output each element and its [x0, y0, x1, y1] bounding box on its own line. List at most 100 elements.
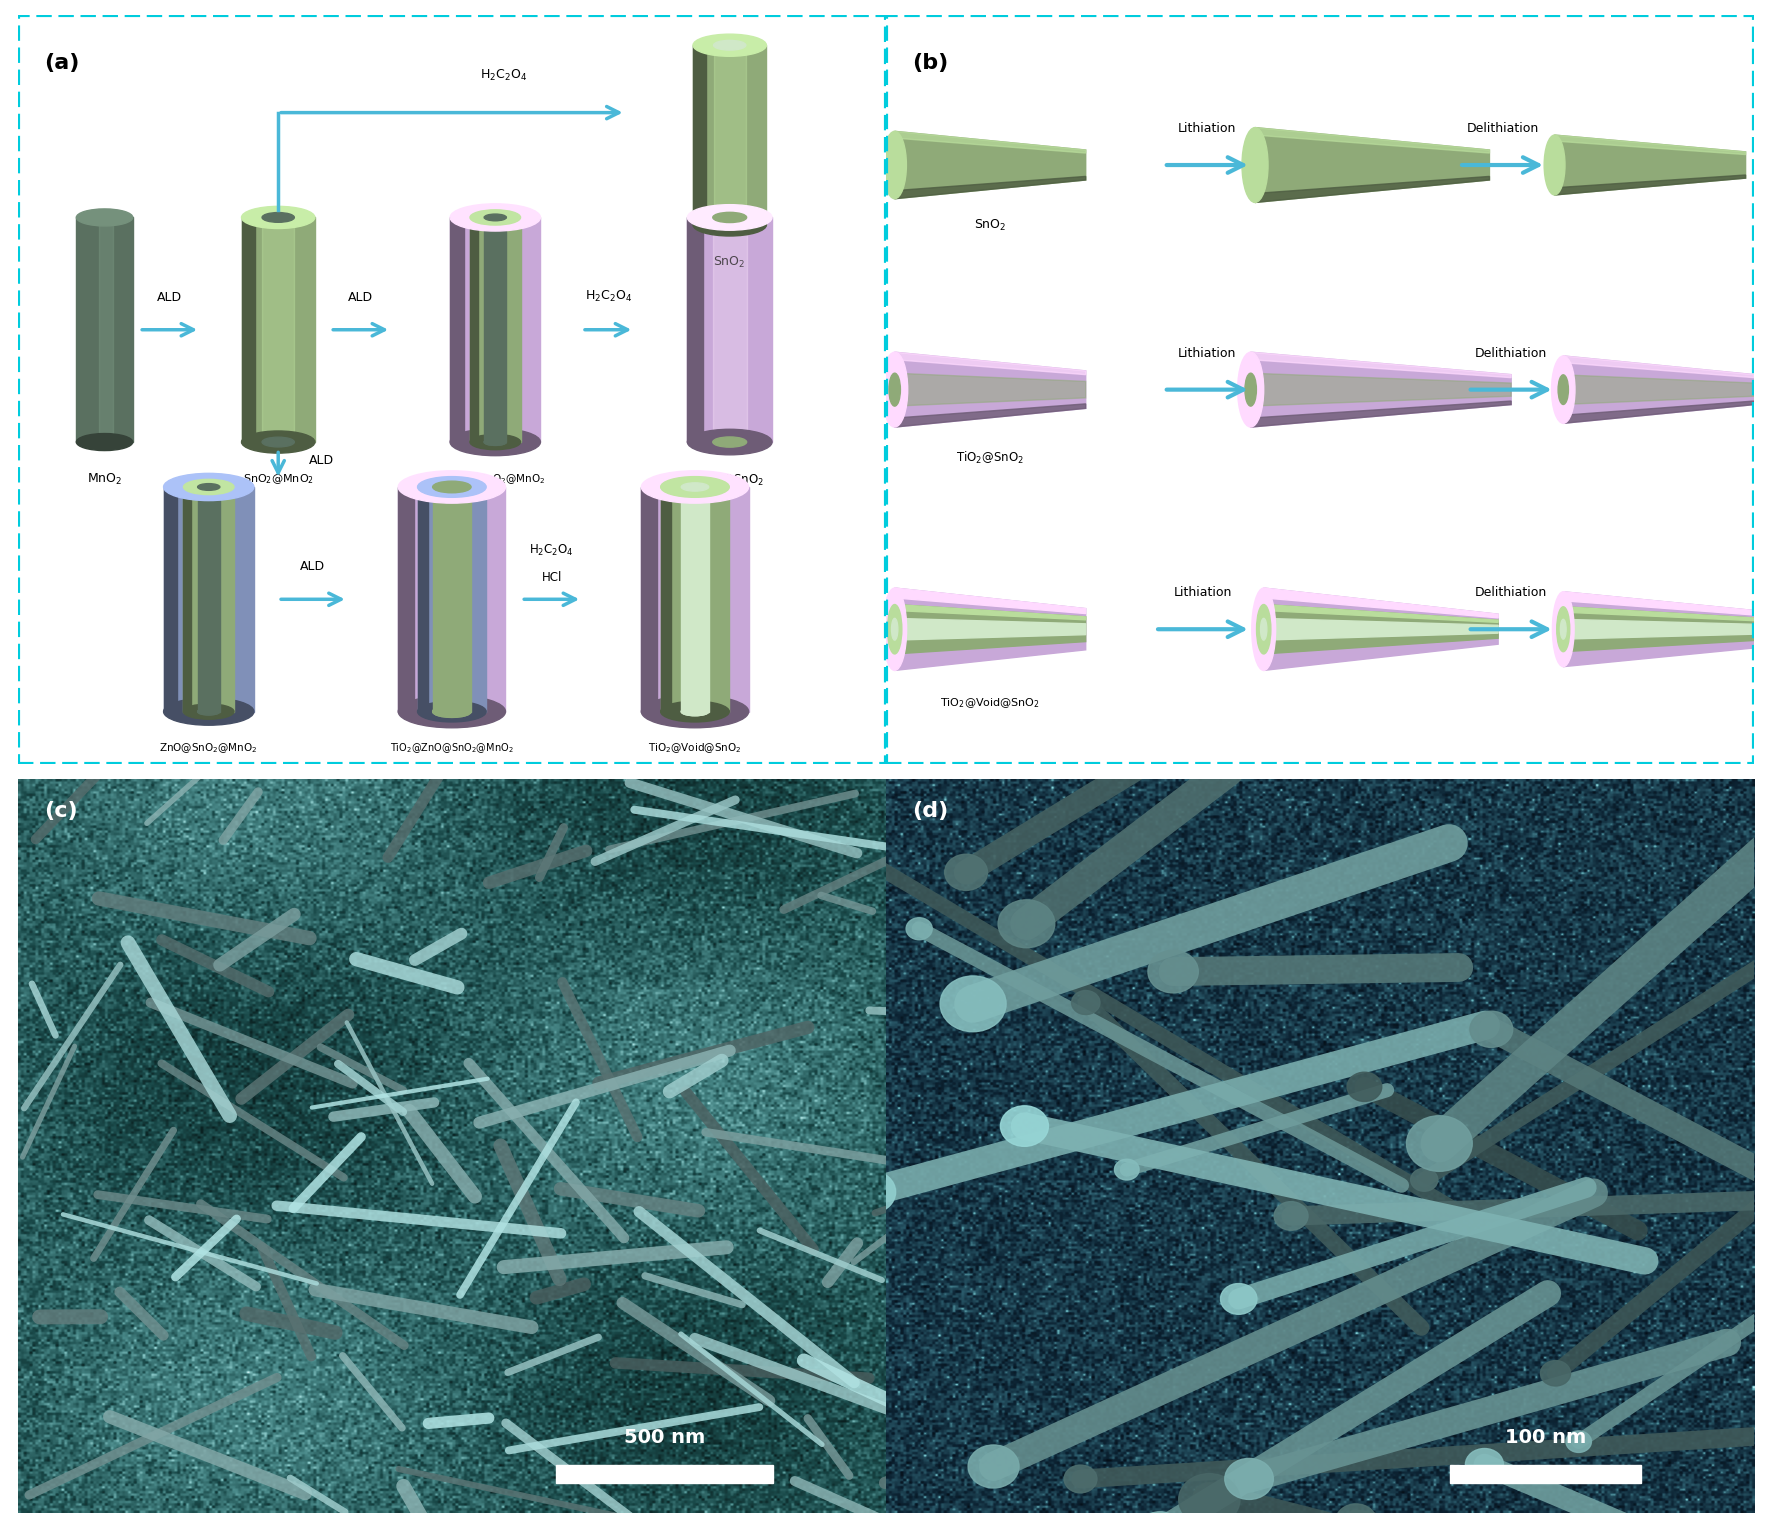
Polygon shape — [1263, 588, 1497, 617]
Bar — [418, 487, 486, 712]
Ellipse shape — [484, 214, 507, 220]
Circle shape — [852, 848, 879, 871]
Bar — [184, 487, 191, 712]
Polygon shape — [895, 588, 1086, 671]
Ellipse shape — [1558, 374, 1568, 405]
Bar — [661, 487, 672, 712]
Circle shape — [1540, 1360, 1570, 1386]
Circle shape — [1274, 1201, 1308, 1230]
Ellipse shape — [262, 212, 294, 222]
Polygon shape — [1554, 134, 1745, 154]
Text: SnO$_2$@MnO$_2$: SnO$_2$@MnO$_2$ — [243, 472, 314, 486]
Ellipse shape — [432, 481, 471, 492]
Bar — [1449, 1465, 1641, 1484]
Polygon shape — [895, 619, 1086, 640]
Ellipse shape — [262, 437, 294, 446]
Ellipse shape — [198, 484, 220, 490]
Ellipse shape — [184, 480, 234, 495]
Text: SnO$_2$: SnO$_2$ — [975, 217, 1006, 232]
Circle shape — [1465, 1449, 1503, 1481]
Bar — [450, 217, 464, 442]
Polygon shape — [1563, 591, 1754, 666]
Circle shape — [1065, 1465, 1097, 1493]
Text: (a): (a) — [44, 52, 80, 73]
Ellipse shape — [184, 704, 234, 720]
Ellipse shape — [882, 131, 907, 199]
Bar — [470, 217, 521, 442]
Polygon shape — [1563, 356, 1754, 377]
Polygon shape — [1554, 176, 1745, 196]
Text: HCl: HCl — [542, 571, 562, 584]
Polygon shape — [1263, 605, 1497, 622]
Polygon shape — [1563, 400, 1754, 423]
Text: TiO$_2$@SnO$_2$@MnO$_2$: TiO$_2$@SnO$_2$@MnO$_2$ — [447, 472, 544, 486]
Ellipse shape — [890, 373, 900, 406]
Ellipse shape — [418, 477, 486, 497]
Polygon shape — [895, 605, 1086, 654]
Bar — [680, 487, 709, 712]
Text: (d): (d) — [913, 801, 948, 821]
Text: Delithiation: Delithiation — [1467, 122, 1538, 134]
Polygon shape — [895, 373, 1086, 406]
Bar — [693, 46, 707, 225]
Bar — [641, 487, 657, 712]
Bar — [418, 487, 427, 712]
Circle shape — [1407, 1115, 1473, 1172]
Bar — [712, 217, 746, 442]
Polygon shape — [895, 351, 1086, 374]
Text: TiO$_2$@SnO$_2$: TiO$_2$@SnO$_2$ — [957, 449, 1024, 466]
Polygon shape — [1251, 351, 1512, 377]
Ellipse shape — [418, 701, 486, 721]
Circle shape — [845, 1170, 895, 1213]
Text: Delithiation: Delithiation — [1474, 347, 1547, 359]
Circle shape — [905, 918, 932, 940]
Polygon shape — [1263, 605, 1497, 654]
Ellipse shape — [1558, 607, 1570, 651]
Text: TiO$_2$@ZnO@SnO$_2$@MnO$_2$: TiO$_2$@ZnO@SnO$_2$@MnO$_2$ — [390, 741, 514, 755]
Ellipse shape — [688, 429, 773, 455]
Bar — [198, 487, 220, 712]
Text: ALD: ALD — [301, 561, 326, 573]
Polygon shape — [1251, 400, 1512, 426]
Circle shape — [1336, 1504, 1377, 1528]
Bar — [641, 487, 748, 712]
Bar — [693, 46, 767, 225]
Text: (b): (b) — [913, 52, 948, 73]
Ellipse shape — [1256, 605, 1271, 654]
Bar — [450, 217, 540, 442]
Ellipse shape — [1251, 588, 1276, 671]
Ellipse shape — [882, 588, 907, 671]
Polygon shape — [895, 588, 1086, 614]
Circle shape — [1224, 1458, 1274, 1499]
Bar — [76, 217, 133, 442]
Text: Lithiation: Lithiation — [1178, 122, 1237, 134]
Polygon shape — [895, 131, 1086, 199]
Circle shape — [1115, 1160, 1139, 1180]
Ellipse shape — [432, 706, 471, 717]
Circle shape — [1566, 1430, 1591, 1453]
Polygon shape — [1255, 176, 1490, 202]
Text: TiO$_2$@Void@SnO$_2$: TiO$_2$@Void@SnO$_2$ — [649, 741, 742, 755]
Polygon shape — [895, 605, 1086, 620]
Ellipse shape — [888, 605, 902, 654]
Ellipse shape — [882, 351, 907, 426]
Ellipse shape — [470, 434, 521, 449]
Ellipse shape — [680, 707, 709, 715]
Ellipse shape — [688, 205, 773, 231]
Text: Lithiation: Lithiation — [1173, 587, 1232, 599]
Text: H$_2$C$_2$O$_4$: H$_2$C$_2$O$_4$ — [585, 289, 633, 304]
Circle shape — [998, 900, 1054, 947]
Ellipse shape — [1552, 356, 1575, 423]
Polygon shape — [895, 351, 1086, 426]
Polygon shape — [1563, 356, 1754, 423]
Ellipse shape — [891, 619, 898, 640]
Polygon shape — [1255, 127, 1490, 153]
Circle shape — [1411, 1169, 1437, 1192]
Ellipse shape — [163, 698, 253, 726]
Bar — [163, 487, 177, 712]
Ellipse shape — [680, 707, 709, 715]
Ellipse shape — [163, 474, 253, 501]
Polygon shape — [1263, 588, 1497, 671]
Ellipse shape — [661, 701, 730, 721]
Ellipse shape — [1246, 373, 1256, 406]
